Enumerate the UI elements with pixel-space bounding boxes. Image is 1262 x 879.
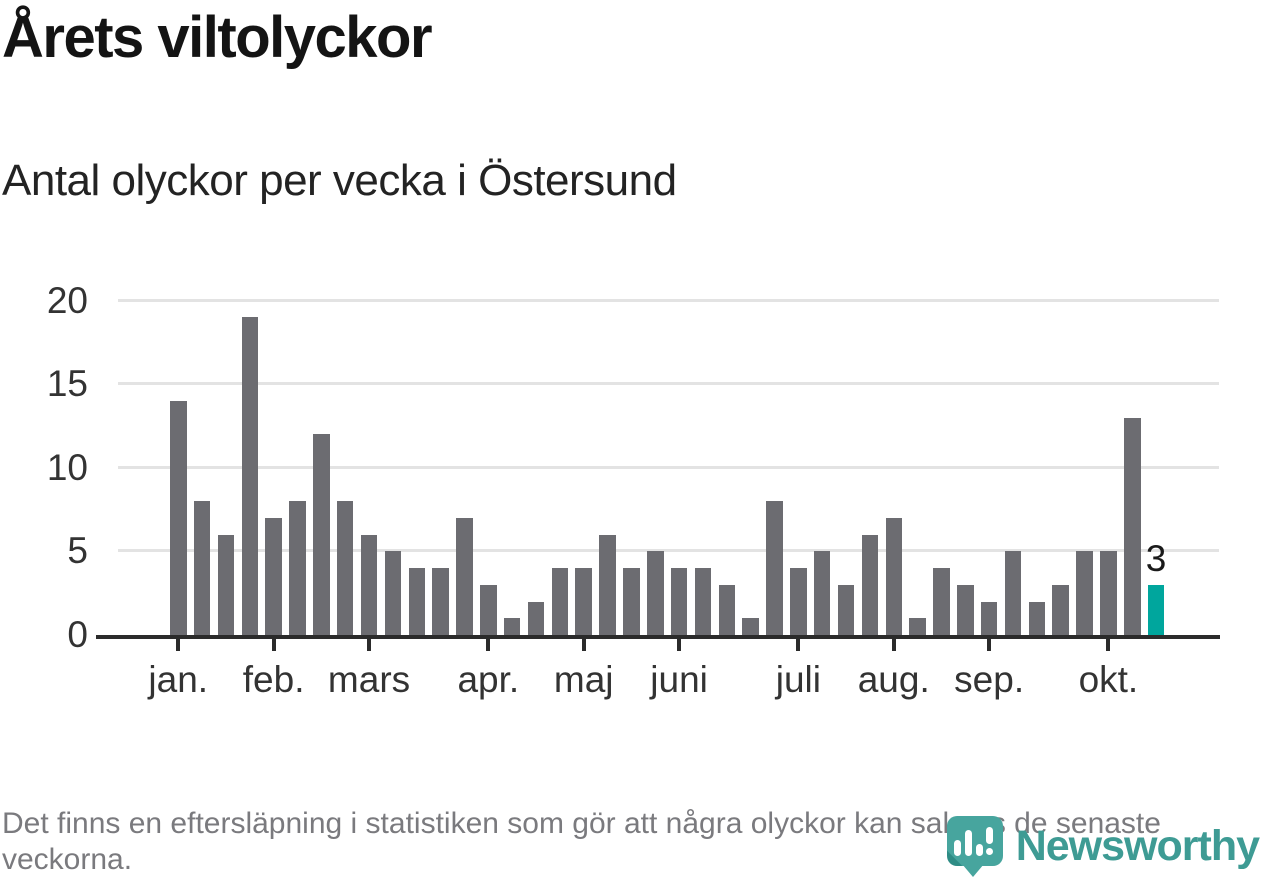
x-axis-month-label: juni [650,659,708,700]
gridline-5 [118,549,1219,553]
y-axis-tick-label: 20 [46,279,88,321]
bar [623,568,640,635]
bar [790,568,807,635]
bar [1124,417,1141,635]
bar [1004,551,1022,635]
bar [957,584,974,635]
bar [909,618,926,635]
bar [336,501,354,635]
chart-subtitle: Antal olyckor per vecka i Östersund [2,156,677,205]
bar [861,534,879,635]
bar [384,551,402,635]
chart-title: Årets viltolyckor [2,5,433,70]
bar-value-label: 3 [1145,537,1167,579]
bar [503,618,521,635]
bar [1076,551,1093,635]
x-axis-tick [1106,639,1111,651]
bar [1100,551,1117,635]
bar [599,534,616,635]
y-axis-tick-label: 15 [46,363,88,405]
bar [575,568,592,635]
bar [193,501,211,635]
bar [694,568,712,635]
bar [360,534,378,635]
x-axis-tick [271,639,276,651]
y-axis-tick-label: 10 [46,446,88,488]
plot-area: 3 jan. feb. mars apr. maj juni juli aug. sep. okt. [96,290,1220,700]
bar [432,568,449,635]
bar [241,317,259,635]
logo-chart-bar [964,830,972,856]
x-axis-tick [486,639,491,651]
bar [980,601,998,635]
bar [456,517,473,635]
logo-bubble-tail [961,864,984,877]
newsworthy-logo: Newsworthy [946,816,1260,877]
bar [647,551,664,635]
logo-wordmark: Newsworthy [1015,822,1260,870]
bar [1028,601,1046,635]
x-axis-month-label: sep. [954,659,1025,700]
bar [766,501,783,635]
logo-chart-bar [975,844,983,856]
highlighted-bar [1147,584,1165,635]
x-axis-month-label: okt. [1078,659,1139,700]
bar [480,584,497,635]
bar [265,517,282,635]
x-axis-month-label: juli [775,659,821,700]
newsworthy-bubble-chart-icon [946,816,1006,877]
bar [885,517,902,635]
bar [527,601,545,635]
bar [313,434,330,635]
x-axis-month-label: mars [327,659,411,700]
x-axis-month-label: jan. [148,659,209,700]
bar [289,501,306,635]
bar [813,551,831,635]
x-axis-tick [677,639,682,651]
x-axis-tick [796,639,801,651]
y-axis-tick-label: 0 [67,614,88,655]
x-axis-tick [987,639,992,651]
gridline-10 [118,465,1219,469]
gridline-15 [118,382,1219,386]
bar [670,568,688,635]
x-axis-month-label: feb. [242,659,305,700]
bar [1052,584,1069,635]
bar [217,534,235,635]
gridline-20 [118,298,1219,302]
logo-exclamation-dot [985,848,993,855]
x-axis-month-label: maj [553,659,614,700]
x-axis-line [96,635,1220,639]
bar [551,568,569,635]
logo-exclamation-icon [985,827,993,844]
logo-chart-bar [953,840,961,856]
bar [837,584,855,635]
x-axis-tick [367,639,372,651]
x-axis-month-label: apr. [457,659,520,700]
bar [933,568,950,635]
x-axis-month-label: aug. [857,659,930,700]
x-axis-tick [581,639,586,651]
bar [742,618,759,635]
bar [718,584,736,635]
x-axis-tick [891,639,896,651]
y-axis-tick-label: 5 [67,530,88,572]
bar [170,400,187,635]
x-axis-tick [176,639,181,651]
bar [408,568,425,635]
